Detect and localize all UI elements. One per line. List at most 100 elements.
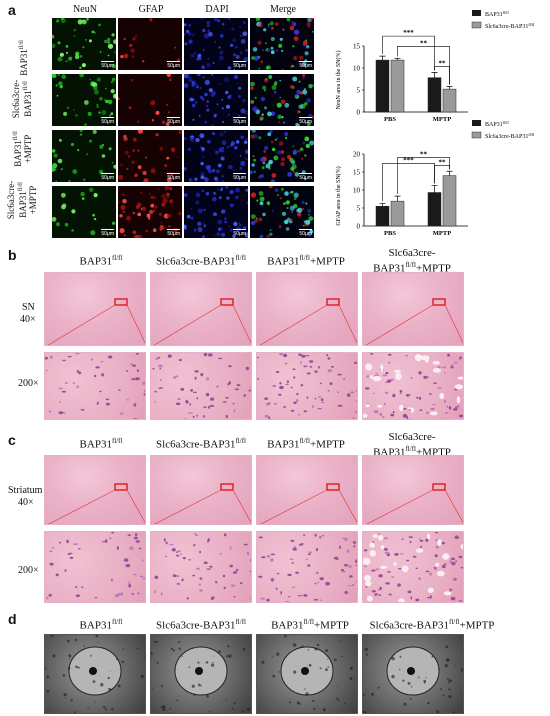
legend-swatch-cre bbox=[471, 131, 482, 139]
bar-cre-bap31-mptp bbox=[442, 88, 457, 113]
column-header-d-cre-bap31-mptp: Slc6a3cre-BAP31fl/fl+MPTP bbox=[369, 618, 495, 632]
column-header-d-bap31-mptp: BAP31fl/fl+MPTP bbox=[271, 618, 349, 632]
row-label-cre-bap31: Slc6a3cre- BAP31fl/fl bbox=[11, 79, 33, 119]
striatum-low-mag-image-4 bbox=[362, 455, 464, 525]
error-bar bbox=[394, 195, 401, 202]
column-header-gfap: GFAP bbox=[138, 4, 164, 15]
scale-bar-label: 50μm bbox=[101, 61, 114, 69]
significance-label: *** bbox=[403, 29, 414, 37]
row-label-bap31: BAP31fl/fl bbox=[19, 40, 29, 76]
fluorescence-tile-merge-row-1: 50μm bbox=[250, 18, 314, 70]
legend-label-bap31: BAP31fl/fl bbox=[485, 120, 510, 128]
y-tick-label: 5 bbox=[357, 87, 361, 95]
bar-cre-bap31-pbs bbox=[390, 59, 405, 113]
zoom-guide-line bbox=[232, 489, 251, 524]
y-tick-label: 15 bbox=[353, 43, 361, 51]
fluorescence-tile-gfap-row-2: 50μm bbox=[118, 74, 182, 126]
fluorescence-tile-dapi-row-1: 50μm bbox=[184, 18, 248, 70]
column-header-neun: NeuN bbox=[73, 4, 97, 15]
he-striatum-image-grid bbox=[44, 455, 464, 607]
striatum-low-mag-image-1 bbox=[44, 455, 146, 525]
bar-cre-bap31-mptp bbox=[442, 175, 457, 227]
nucleolus bbox=[195, 667, 203, 675]
significance-label: ** bbox=[420, 39, 428, 47]
row-label-bap31-mptp: BAP31fl/fl +MPTP bbox=[13, 131, 33, 167]
legend-label-cre: Slc6a3cre-BAP31fl/fl bbox=[485, 22, 535, 30]
scale-bar-label: 50μm bbox=[101, 173, 114, 181]
legend-label-bap31: BAP31fl/fl bbox=[485, 10, 510, 18]
sn-high-mag-image-1 bbox=[44, 352, 146, 420]
nucleolus bbox=[301, 667, 309, 675]
zoom-region-box bbox=[220, 483, 234, 491]
zoom-region-box bbox=[432, 298, 446, 306]
striatum-low-mag-image-3 bbox=[256, 455, 358, 525]
bar-bap31-pbs bbox=[375, 59, 390, 113]
significance-label: ** bbox=[439, 59, 447, 67]
fluorescence-tile-dapi-row-3: 50μm bbox=[184, 130, 248, 182]
fluorescence-tile-dapi-row-2: 50μm bbox=[184, 74, 248, 126]
x-category-label: PBS bbox=[384, 116, 396, 122]
scale-bar-label: 50μm bbox=[167, 117, 180, 125]
striatum-low-mag-image-2 bbox=[150, 455, 252, 525]
he-sn-image-grid bbox=[44, 272, 464, 422]
fluorescence-tile-neun-row-2: 50μm bbox=[52, 74, 116, 126]
zoom-guide-line bbox=[338, 489, 357, 524]
scale-bar-label: 50μm bbox=[167, 61, 180, 69]
scale-bar-label: 50μm bbox=[233, 117, 246, 125]
error-bar bbox=[379, 55, 386, 61]
gfap-chart-y-label: GFAP area in the SN(%) bbox=[335, 166, 342, 225]
striatum-high-mag-image-2 bbox=[150, 531, 252, 603]
x-category-label: PBS bbox=[384, 230, 396, 237]
panel-letter-b: b bbox=[8, 247, 17, 263]
fluorescence-tile-dapi-row-4: 50μm bbox=[184, 186, 248, 238]
legend-swatch-cre bbox=[471, 21, 482, 29]
y-tick-label: 0 bbox=[357, 109, 361, 117]
zoom-guide-line bbox=[366, 489, 434, 524]
column-header-b-cre-bap31: Slc6a3cre-BAP31fl/fl bbox=[156, 254, 246, 268]
x-category-label: MPTP bbox=[433, 116, 451, 122]
zoom-guide-line bbox=[260, 489, 328, 524]
row-label-sn-200x: 200× bbox=[18, 378, 39, 389]
legend-swatch-bap31 bbox=[472, 10, 481, 16]
column-header-b-cre-bap31-mptp: Slc6a3cre- BAP31fl/fl+MPTP bbox=[373, 247, 451, 275]
error-bar bbox=[379, 202, 386, 207]
zoom-guide-line bbox=[232, 304, 251, 344]
error-bar bbox=[431, 72, 438, 78]
zoom-guide-line bbox=[126, 304, 145, 344]
y-tick-label: 10 bbox=[353, 187, 361, 195]
electron-micrograph-grid bbox=[44, 634, 464, 714]
y-tick-label: 0 bbox=[357, 223, 361, 231]
column-header-c-bap31: BAP31fl/fl bbox=[79, 437, 123, 451]
bar-bap31-mptp bbox=[427, 192, 442, 227]
zoom-guide-line bbox=[47, 304, 116, 345]
fluorescence-tile-neun-row-4: 50μm bbox=[52, 186, 116, 238]
significance-bracket bbox=[434, 164, 450, 184]
bar-bap31-mptp bbox=[427, 77, 442, 113]
zoom-region-box bbox=[432, 483, 446, 491]
sn-low-mag-image-2 bbox=[150, 272, 252, 346]
sn-low-mag-image-3 bbox=[256, 272, 358, 346]
fluorescence-tile-gfap-row-4: 50μm bbox=[118, 186, 182, 238]
column-header-b-bap31-mptp: BAP31fl/fl+MPTP bbox=[267, 254, 345, 268]
y-tick-label: 5 bbox=[357, 205, 361, 213]
error-bar bbox=[431, 184, 438, 193]
fluorescence-image-grid: 50μm 50μm 50μm 50μm 50μm 50μm 50μm 50μm 50μm 50μm… bbox=[52, 18, 317, 240]
column-header-c-cre-bap31: Slc6a3cre-BAP31fl/fl bbox=[156, 437, 246, 451]
y-tick-label: 15 bbox=[353, 169, 361, 177]
scale-bar-label: 50μm bbox=[299, 117, 312, 125]
scale-bar-label: 50μm bbox=[101, 229, 114, 237]
striatum-high-mag-image-1 bbox=[44, 531, 146, 603]
y-tick-label: 10 bbox=[353, 65, 361, 73]
scale-bar-label: 50μm bbox=[167, 173, 180, 181]
fluorescence-tile-neun-row-3: 50μm bbox=[52, 130, 116, 182]
nucleolus bbox=[89, 667, 97, 675]
zoom-guide-line bbox=[154, 489, 222, 524]
zoom-guide-line bbox=[365, 304, 434, 345]
zoom-guide-line bbox=[126, 489, 145, 524]
electron-micrograph-2 bbox=[150, 634, 252, 714]
fluorescence-tile-gfap-row-1: 50μm bbox=[118, 18, 182, 70]
scale-bar-label: 50μm bbox=[167, 229, 180, 237]
zoom-region-box bbox=[326, 483, 340, 491]
zoom-guide-line bbox=[444, 304, 463, 344]
